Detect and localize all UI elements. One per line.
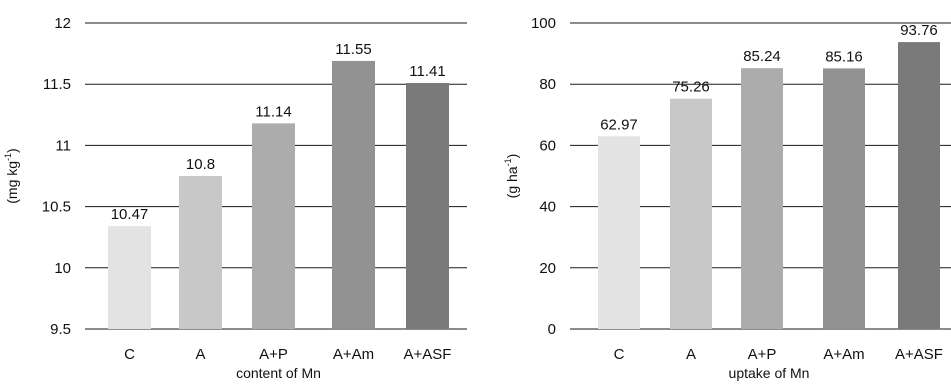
bar-A [179,176,222,329]
bar-C [108,226,151,329]
x-tick-label: A [195,346,205,363]
data-label: 85.24 [743,48,781,65]
y-tick-label: 11 [55,137,71,154]
y-tick-label: 10 [54,260,71,277]
y-tick-label: 40 [539,199,556,216]
y-tick-label: 10.5 [42,199,71,216]
y-axis-label: (mg kg-1) [3,148,20,203]
bar-A+P [252,123,295,329]
y-tick-label: 80 [539,76,556,93]
data-label: 11.14 [255,103,291,120]
y-tick-label: 9.5 [50,321,71,338]
data-label: 62.97 [600,116,638,133]
y-tick-label: 100 [531,15,556,32]
data-label: 11.55 [335,41,371,58]
bar-C [598,136,640,329]
x-axis-label: uptake of Mn [729,365,810,381]
data-label: 11.41 [409,63,445,80]
x-tick-label: A+Am [333,346,374,363]
x-tick-label: A [686,346,696,363]
bar-A [670,98,712,329]
y-tick-label: 12 [54,15,71,32]
x-axis-label: content of Mn [236,365,321,381]
x-tick-label: A+ASF [895,346,943,363]
x-tick-label: A+ASF [404,346,452,363]
data-label: 10.8 [186,156,215,173]
data-label: 85.16 [825,48,863,65]
bar-A+P [741,68,783,330]
data-label: 93.76 [900,22,938,39]
y-tick-label: 20 [539,260,556,277]
data-label: 10.47 [111,206,149,223]
y-tick-label: 11.5 [43,76,71,93]
x-tick-label: A+Am [823,346,864,363]
data-label: 75.26 [672,79,710,96]
x-tick-label: A+P [259,346,288,363]
chart-2: 0 20 40 60 80 100 62.97 75.26 85.24 85.16 93.76 C A A… [503,15,951,381]
x-tick-label: A+P [748,346,777,363]
y-tick-label: 60 [539,137,556,154]
bar-A+Am [823,68,865,329]
x-tick-label: C [614,346,625,363]
bar-A+ASF [898,42,940,330]
bar-A+Am [332,60,375,329]
y-tick-label: 0 [548,321,556,338]
x-tick-label: C [124,346,135,363]
bar-A+ASF [406,82,449,329]
chart-1: 9.5 10 10.5 11 11.5 12 10.47 10.8 11.14 11.55 11.4… [3,15,467,381]
y-axis-label: (g ha-1) [503,154,520,199]
